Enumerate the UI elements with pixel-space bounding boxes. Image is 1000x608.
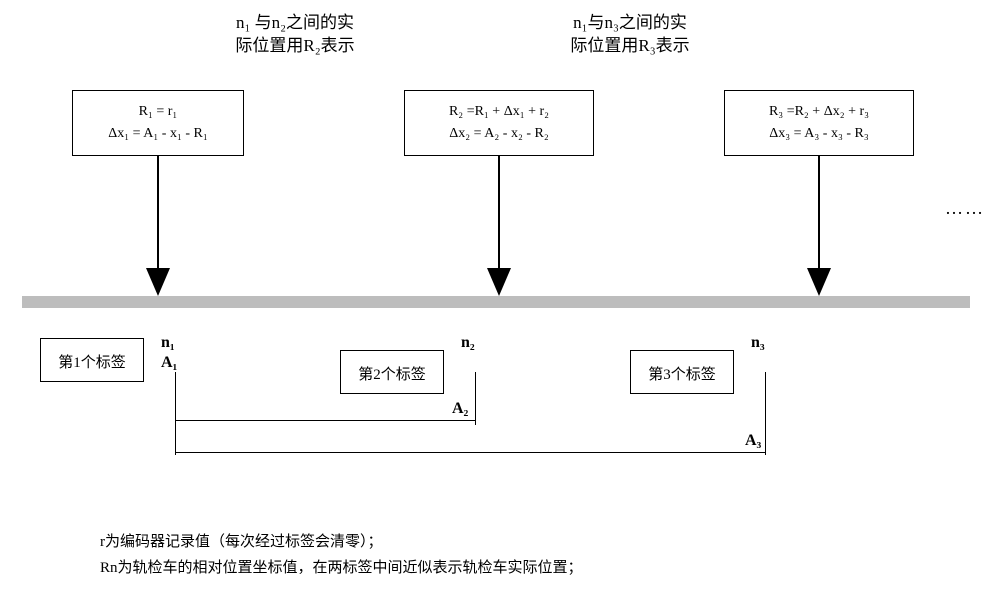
top-note-2: n₁与n₃之间的实 际位置用R₃表示 (530, 12, 730, 58)
arrow-3 (807, 156, 831, 296)
legend-line-2: Rn为轨检车的相对位置坐标值，在两标签中间近似表示轨检车实际位置； (100, 556, 583, 582)
A1-label: A₁ (161, 353, 177, 373)
top-note-1: n₁ 与n₂之间的实 际位置用R₂表示 (195, 12, 395, 58)
n2-label: n₂ (461, 333, 475, 353)
n3-label: n₃ (751, 333, 765, 353)
arrow-1 (146, 156, 170, 296)
formula-1-line2: Δx₁ = A₁ - x₁ - R₁ (77, 123, 239, 145)
formula-2-line2: Δx₂ = A₂ - x₂ - R₂ (409, 123, 589, 145)
hbar-A2 (175, 420, 475, 421)
tag-box-1: 第1个标签 (40, 338, 144, 382)
arrow-2 (487, 156, 511, 296)
tick-2 (475, 372, 476, 425)
formula-box-2: R₂ =R₁ + Δx₁ + r₂ Δx₂ = A₂ - x₂ - R₂ (404, 90, 594, 156)
formula-box-1: R₁ = r₁ Δx₁ = A₁ - x₁ - R₁ (72, 90, 244, 156)
nA-label-3: n₃ (751, 333, 765, 353)
formula-3-line1: R₃ =R₂ + Δx₂ + r₃ (729, 101, 909, 123)
formula-box-3: R₃ =R₂ + Δx₂ + r₃ Δx₃ = A₃ - x₃ - R₃ (724, 90, 914, 156)
tick-3 (765, 372, 766, 455)
legend-block: r为编码器记录值（每次经过标签会清零）； Rn为轨检车的相对位置坐标值，在两标签… (100, 530, 583, 581)
nA-label-2: n₂ (461, 333, 475, 353)
formula-2-line1: R₂ =R₁ + Δx₁ + r₂ (409, 101, 589, 123)
continuation-dots: …… (945, 198, 985, 219)
n1-label: n₁ (161, 333, 177, 353)
tag-box-3: 第3个标签 (630, 350, 734, 394)
hbar-A3 (175, 452, 765, 453)
nA-label-1: n₁ A₁ (161, 333, 177, 373)
A3-under-label: A₃ (745, 432, 761, 450)
legend-line-1: r为编码器记录值（每次经过标签会清零）； (100, 530, 583, 556)
track-bar (22, 296, 970, 308)
formula-3-line2: Δx₃ = A₃ - x₃ - R₃ (729, 123, 909, 145)
A2-under-label: A₂ (452, 400, 468, 418)
tick-1 (175, 372, 176, 455)
tag-box-2: 第2个标签 (340, 350, 444, 394)
formula-1-line1: R₁ = r₁ (77, 101, 239, 123)
